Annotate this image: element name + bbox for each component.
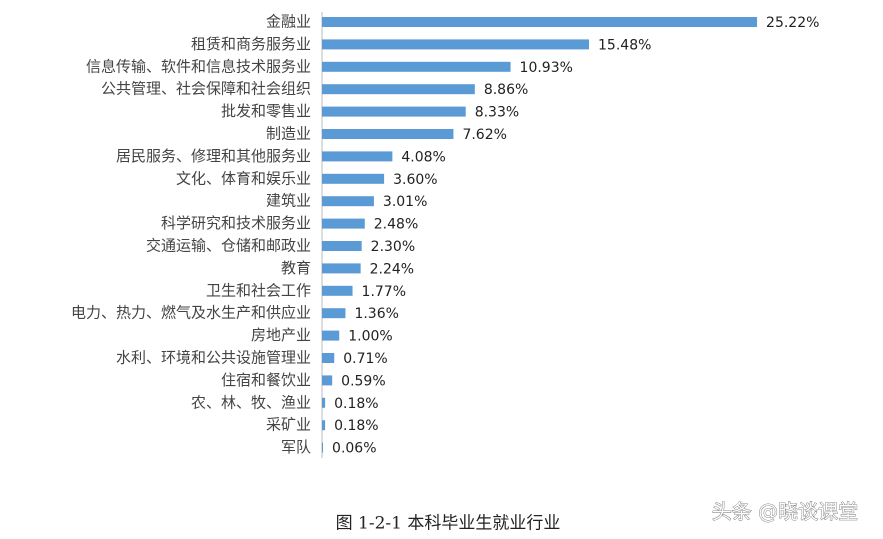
category-label: 科学研究和技术服务业: [161, 214, 311, 232]
bar: [322, 196, 374, 207]
category-label: 住宿和餐饮业: [221, 371, 311, 389]
category-label: 公共管理、社会保障和社会组织: [101, 80, 311, 98]
bar: [322, 308, 346, 319]
category-label: 文化、体育和娱乐业: [176, 169, 311, 187]
value-label: 8.86%: [484, 82, 528, 98]
category-label: 制造业: [266, 125, 311, 143]
bar: [322, 61, 511, 72]
category-label: 军队: [281, 438, 311, 456]
category-label: 房地产业: [251, 326, 311, 344]
bar: [322, 151, 393, 162]
category-label: 教育: [281, 259, 311, 277]
category-label: 卫生和社会工作: [206, 281, 311, 299]
category-label: 租赁和商务服务业: [191, 35, 311, 53]
watermark: 头条 @晓谈课堂: [712, 500, 858, 524]
value-label: 2.24%: [370, 261, 414, 277]
value-label: 4.08%: [401, 149, 445, 165]
value-label: 2.48%: [374, 217, 418, 233]
value-label: 10.93%: [520, 60, 573, 76]
bar: [322, 353, 335, 363]
chart-title: 图 1-2-1 本科毕业生就业行业: [336, 514, 561, 534]
bar: [322, 330, 340, 341]
bar: [322, 39, 590, 50]
bar: [322, 285, 353, 296]
value-label: 0.71%: [343, 351, 387, 367]
value-label: 2.30%: [371, 239, 415, 255]
bar: [322, 442, 324, 453]
category-label: 采矿业: [266, 416, 311, 434]
value-label: 8.33%: [475, 105, 519, 121]
category-label: 交通运输、仓储和邮政业: [146, 237, 311, 255]
bar: [322, 84, 475, 95]
category-label: 信息传输、软件和信息技术服务业: [86, 57, 311, 75]
value-label: 0.18%: [334, 418, 378, 434]
category-label: 批发和零售业: [221, 102, 311, 120]
bar: [322, 106, 466, 117]
category-label: 农、林、牧、渔业: [191, 393, 311, 411]
category-label: 金融业: [266, 13, 311, 31]
bar: [322, 420, 326, 431]
value-label: 3.60%: [393, 172, 437, 188]
value-label: 7.62%: [462, 127, 506, 143]
value-label: 15.48%: [598, 37, 651, 53]
bar: [322, 397, 326, 408]
bar: [322, 375, 333, 386]
value-label: 0.06%: [332, 441, 376, 457]
category-label: 电力、热力、燃气及水生产和供应业: [71, 304, 311, 322]
bar: [322, 129, 454, 139]
value-label: 25.22%: [766, 15, 819, 31]
category-label: 建筑业: [266, 192, 311, 210]
category-label: 水利、环境和公共设施管理业: [116, 349, 311, 367]
value-label: 0.59%: [341, 373, 385, 389]
value-label: 1.00%: [348, 329, 392, 345]
bar: [322, 263, 361, 274]
value-label: 1.36%: [354, 306, 398, 322]
value-label: 1.77%: [362, 284, 406, 300]
bar: [322, 17, 758, 27]
value-label: 3.01%: [383, 194, 427, 210]
bar: [322, 241, 362, 251]
bar: [322, 218, 365, 229]
bar: [322, 173, 385, 184]
value-label: 0.18%: [334, 396, 378, 412]
category-label: 居民服务、修理和其他服务业: [116, 147, 311, 165]
